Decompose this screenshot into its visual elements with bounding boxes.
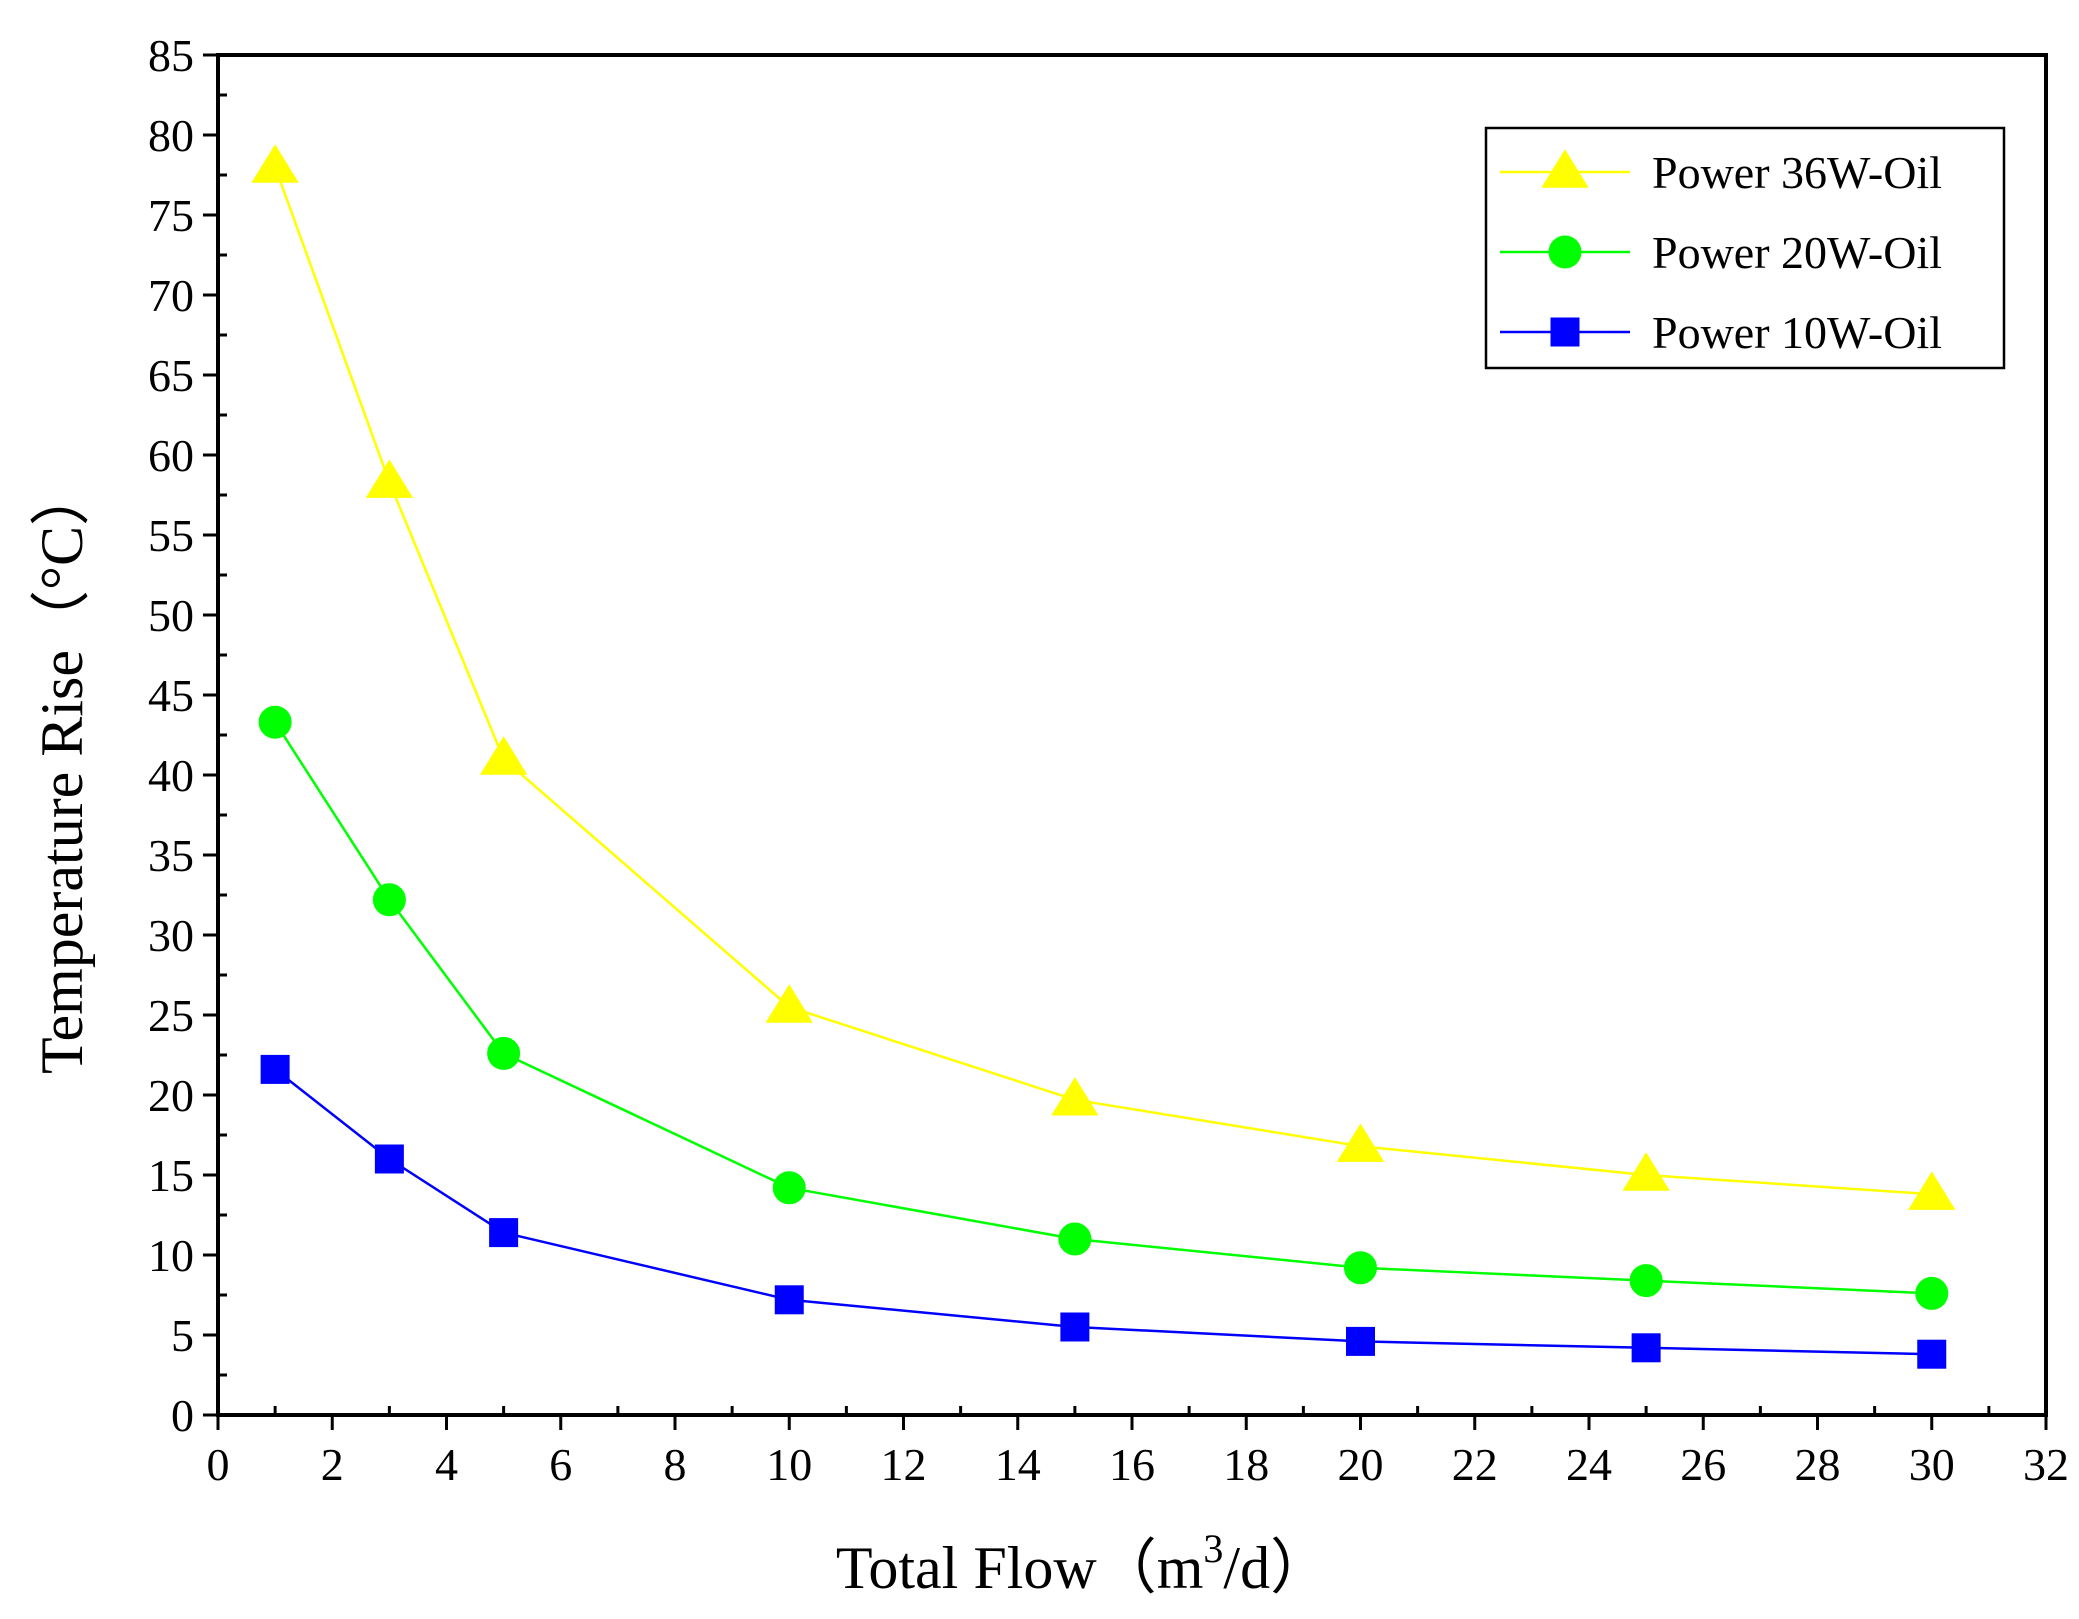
y-tick-label: 75: [148, 190, 194, 241]
data-point: [765, 984, 813, 1023]
y-tick-label: 65: [148, 350, 194, 401]
y-tick-label: 50: [148, 590, 194, 641]
legend-label: Power 10W-Oil: [1652, 307, 1942, 358]
data-point: [1344, 1251, 1377, 1285]
data-point: [1051, 1076, 1099, 1116]
data-point: [365, 459, 414, 498]
legend-marker: [1541, 149, 1589, 188]
data-point: [1908, 1171, 1956, 1210]
legend-item: Power 10W-Oil: [1500, 307, 1942, 358]
y-tick-label: 15: [148, 1150, 194, 1201]
y-tick-label: 20: [148, 1070, 194, 1121]
x-tick-label: 10: [766, 1439, 812, 1490]
x-tick-label: 0: [207, 1439, 230, 1490]
data-point: [772, 1171, 806, 1205]
data-point: [487, 1036, 521, 1070]
x-tick-labels: 0 2 4 6 8 10 12 14 16 18 20 22 24 26 28 30 32: [207, 1439, 2070, 1490]
data-point: [258, 705, 292, 739]
x-tick-label: 20: [1338, 1439, 1384, 1490]
x-tick-label: 12: [881, 1439, 927, 1490]
data-point: [1346, 1326, 1375, 1356]
y-tick-label: 60: [148, 430, 194, 481]
data-point: [1058, 1222, 1092, 1256]
series-layer: [251, 144, 1956, 1369]
y-tick-label: 0: [171, 1390, 194, 1441]
x-tick-label: 2: [321, 1439, 344, 1490]
data-point: [489, 1218, 519, 1248]
x-tick-label: 6: [549, 1439, 572, 1490]
legend-item: Power 20W-Oil: [1500, 227, 1942, 278]
x-tick-label: 24: [1566, 1439, 1612, 1490]
data-point: [1622, 1152, 1670, 1191]
y-tick-label: 25: [148, 990, 194, 1041]
x-tick-label: 26: [1680, 1439, 1726, 1490]
series-line: [274, 1068, 1932, 1356]
x-tick-label: 30: [1909, 1439, 1955, 1490]
x-tick-label: 14: [995, 1439, 1041, 1490]
series-line: [273, 166, 1932, 1196]
data-point: [251, 144, 299, 183]
x-tick-label: 22: [1452, 1439, 1498, 1490]
y-tick-label: 40: [148, 750, 194, 801]
y-tick-label: 5: [171, 1310, 194, 1361]
data-point: [260, 1054, 290, 1084]
x-tick-label: 4: [435, 1439, 458, 1490]
x-axis-title-main: Total Flow: [836, 1535, 1097, 1601]
legend-marker: [1548, 235, 1582, 269]
y-tick-label: 45: [148, 670, 194, 721]
y-tick-label: 80: [148, 110, 194, 161]
x-tick-label: 28: [1795, 1439, 1841, 1490]
data-point: [372, 883, 406, 917]
data-point: [479, 736, 528, 775]
legend: Power 36W-Oil Power 20W-Oil Power 10W-Oil: [1484, 126, 2006, 370]
y-tick-label: 10: [148, 1230, 194, 1281]
x-tick-label: 16: [1109, 1439, 1155, 1490]
series-2: [260, 1054, 1947, 1369]
data-point: [1917, 1339, 1947, 1369]
y-tick-labels: 0 5 10 15 20 25 30 35 40 45 50 55 60 65 70 75 80 85: [148, 30, 194, 1441]
x-axis-title-unit-prefix: （m: [1097, 1535, 1204, 1601]
legend-item: Power 36W-Oil: [1500, 147, 1942, 198]
data-point: [1336, 1123, 1385, 1162]
y-tick-label: 70: [148, 270, 194, 321]
x-axis-title-unit-suffix: /d）: [1223, 1535, 1330, 1601]
data-point: [774, 1285, 804, 1315]
series-line: [274, 721, 1932, 1295]
data-point: [1629, 1264, 1663, 1298]
x-axis-title-unit-sup: 3: [1203, 1526, 1223, 1571]
data-point: [1915, 1276, 1949, 1310]
legend-label: Power 20W-Oil: [1652, 227, 1942, 278]
series-0: [251, 144, 1956, 1210]
series-1: [258, 705, 1949, 1310]
x-tick-label: 18: [1223, 1439, 1269, 1490]
x-tick-label: 32: [2023, 1439, 2069, 1490]
x-tick-label: 8: [664, 1439, 687, 1490]
y-tick-label: 35: [148, 830, 194, 881]
plot-frame: [216, 53, 2048, 1417]
data-point: [1060, 1312, 1090, 1342]
data-point: [1631, 1333, 1661, 1363]
legend-label: Power 36W-Oil: [1652, 147, 1942, 198]
y-tick-label: 30: [148, 910, 194, 961]
legend-marker: [1550, 317, 1580, 347]
y-tick-label: 55: [148, 510, 194, 561]
y-axis-title: Temperature Rise（°C）: [29, 466, 95, 1074]
x-axis-title: Total Flow（m3/d）: [836, 1526, 1330, 1601]
data-point: [374, 1144, 404, 1174]
y-tick-label: 85: [148, 30, 194, 81]
